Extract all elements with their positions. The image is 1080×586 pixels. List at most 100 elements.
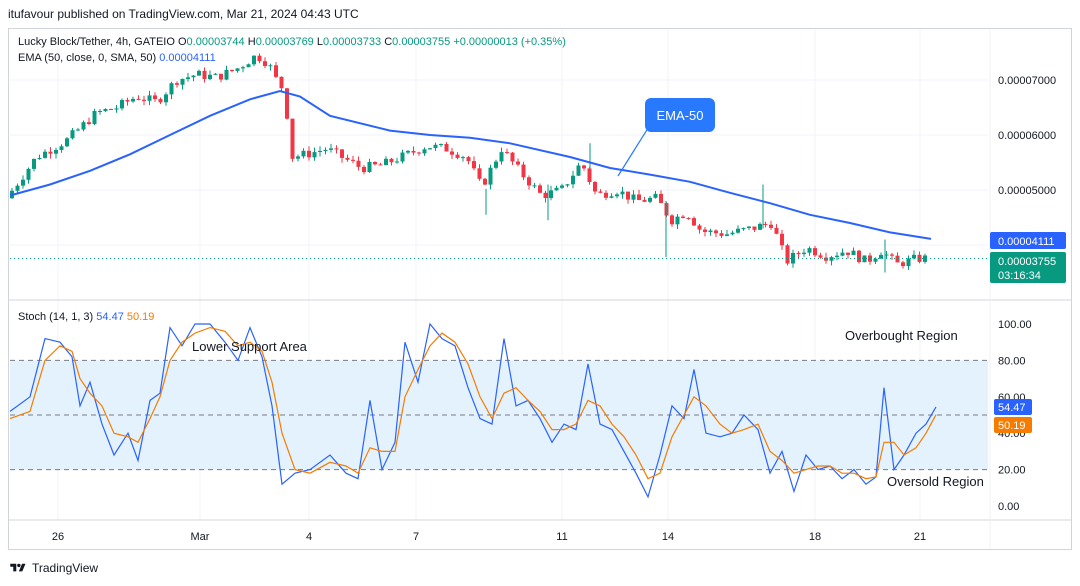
candle-body (923, 255, 927, 262)
candle-body (395, 161, 399, 163)
candle-body (186, 77, 190, 79)
grid-lines (10, 29, 988, 520)
candle-body (208, 74, 212, 80)
main-legend: Lucky Block/Tether, 4h, GATEIO O0.000037… (18, 36, 566, 48)
candle-body (692, 218, 696, 226)
candle-body (521, 164, 526, 178)
candles (10, 53, 927, 273)
candle-body (516, 161, 520, 165)
candle-body (642, 200, 647, 202)
candle-body (598, 191, 603, 193)
candle-body (730, 232, 735, 235)
candle-body (400, 152, 405, 162)
candle-body (714, 230, 718, 234)
svg-text:54.47: 54.47 (998, 402, 1026, 414)
ema-callout-text: EMA-50 (657, 108, 704, 123)
last-price-badge: 0.00003755 03:16:34 (990, 252, 1066, 283)
candle-body (472, 161, 476, 169)
candle-body (384, 158, 388, 166)
candle-body (571, 175, 575, 185)
candle-body (653, 193, 658, 198)
candle-body (81, 122, 86, 130)
candle-body (466, 157, 471, 162)
candle-body (213, 73, 218, 75)
candle-body (65, 138, 69, 147)
time-tick-label: 14 (662, 531, 674, 543)
candle-body (686, 218, 691, 219)
candle-body (791, 253, 795, 264)
candle-body (92, 111, 97, 124)
candle-body (351, 159, 355, 161)
candle-body (103, 109, 108, 111)
candle-body (461, 157, 465, 159)
candle-body (109, 109, 113, 110)
candle-body (752, 226, 757, 230)
candle-body (846, 252, 850, 255)
candle-body (59, 146, 64, 150)
candle-body (747, 226, 751, 228)
candle-body (538, 185, 542, 193)
candle-body (439, 144, 443, 145)
oversold-label: Oversold Region (887, 474, 984, 489)
candle-body (807, 248, 812, 253)
candle-body (230, 69, 234, 71)
open-value: 0.00003744 (186, 36, 245, 48)
candle-body (697, 225, 702, 230)
candle-body (197, 70, 201, 76)
bar-countdown: 03:16:34 (998, 270, 1041, 282)
candle-body (263, 61, 267, 66)
candle-body (175, 83, 179, 85)
candle-body (604, 192, 608, 198)
candle-body (631, 194, 636, 200)
candle-body (477, 168, 482, 179)
high-value: 0.00003769 (255, 36, 314, 48)
stoch-d-line (9, 326, 937, 480)
candle-body (131, 98, 135, 102)
candle-body (290, 118, 295, 159)
stoch-band (10, 359, 988, 471)
candle-body (824, 257, 828, 261)
candle-body (895, 255, 900, 263)
candle-body (224, 69, 229, 80)
stoch-d-value: 50.19 (126, 311, 155, 323)
candle-body (334, 148, 339, 150)
price-tick-label: 0.00005000 (998, 185, 1056, 197)
candle-body (340, 149, 344, 158)
candle-body (565, 184, 570, 186)
ema-price-badge: 0.00004111 (990, 232, 1066, 249)
candle-body (527, 177, 531, 186)
stoch-tick-label: 20.00 (998, 465, 1026, 477)
candle-body (136, 98, 141, 100)
stoch-k-value: 54.47 (96, 311, 124, 323)
candle-body (87, 122, 91, 124)
time-tick-label: 4 (306, 531, 312, 543)
footer-brand[interactable]: TradingView (8, 561, 98, 575)
candle-body (813, 248, 817, 256)
candle-body (318, 150, 322, 152)
candle-body (268, 65, 273, 67)
candle-body (142, 99, 146, 101)
candle-body (301, 150, 306, 157)
candle-body (829, 257, 834, 261)
candle-body (26, 168, 31, 180)
candle-body (818, 255, 823, 258)
candle-body (769, 224, 773, 228)
svg-text:50.19: 50.19 (998, 420, 1026, 432)
candle-body (158, 99, 163, 103)
candle-body (906, 258, 911, 267)
candle-body (620, 191, 625, 195)
time-tick-label: 21 (914, 531, 926, 543)
candle-body (241, 67, 245, 69)
stoch-tick-label: 100.00 (998, 319, 1032, 331)
candle-body (37, 158, 42, 159)
candle-body (873, 258, 878, 262)
candle-body (257, 55, 262, 62)
candle-body (510, 152, 515, 162)
candle-body (389, 158, 394, 163)
candle-body (296, 156, 300, 159)
publisher-line: itufavour published on TradingView.com, … (8, 7, 359, 21)
candle-body (587, 168, 592, 182)
candle-body (576, 165, 581, 176)
